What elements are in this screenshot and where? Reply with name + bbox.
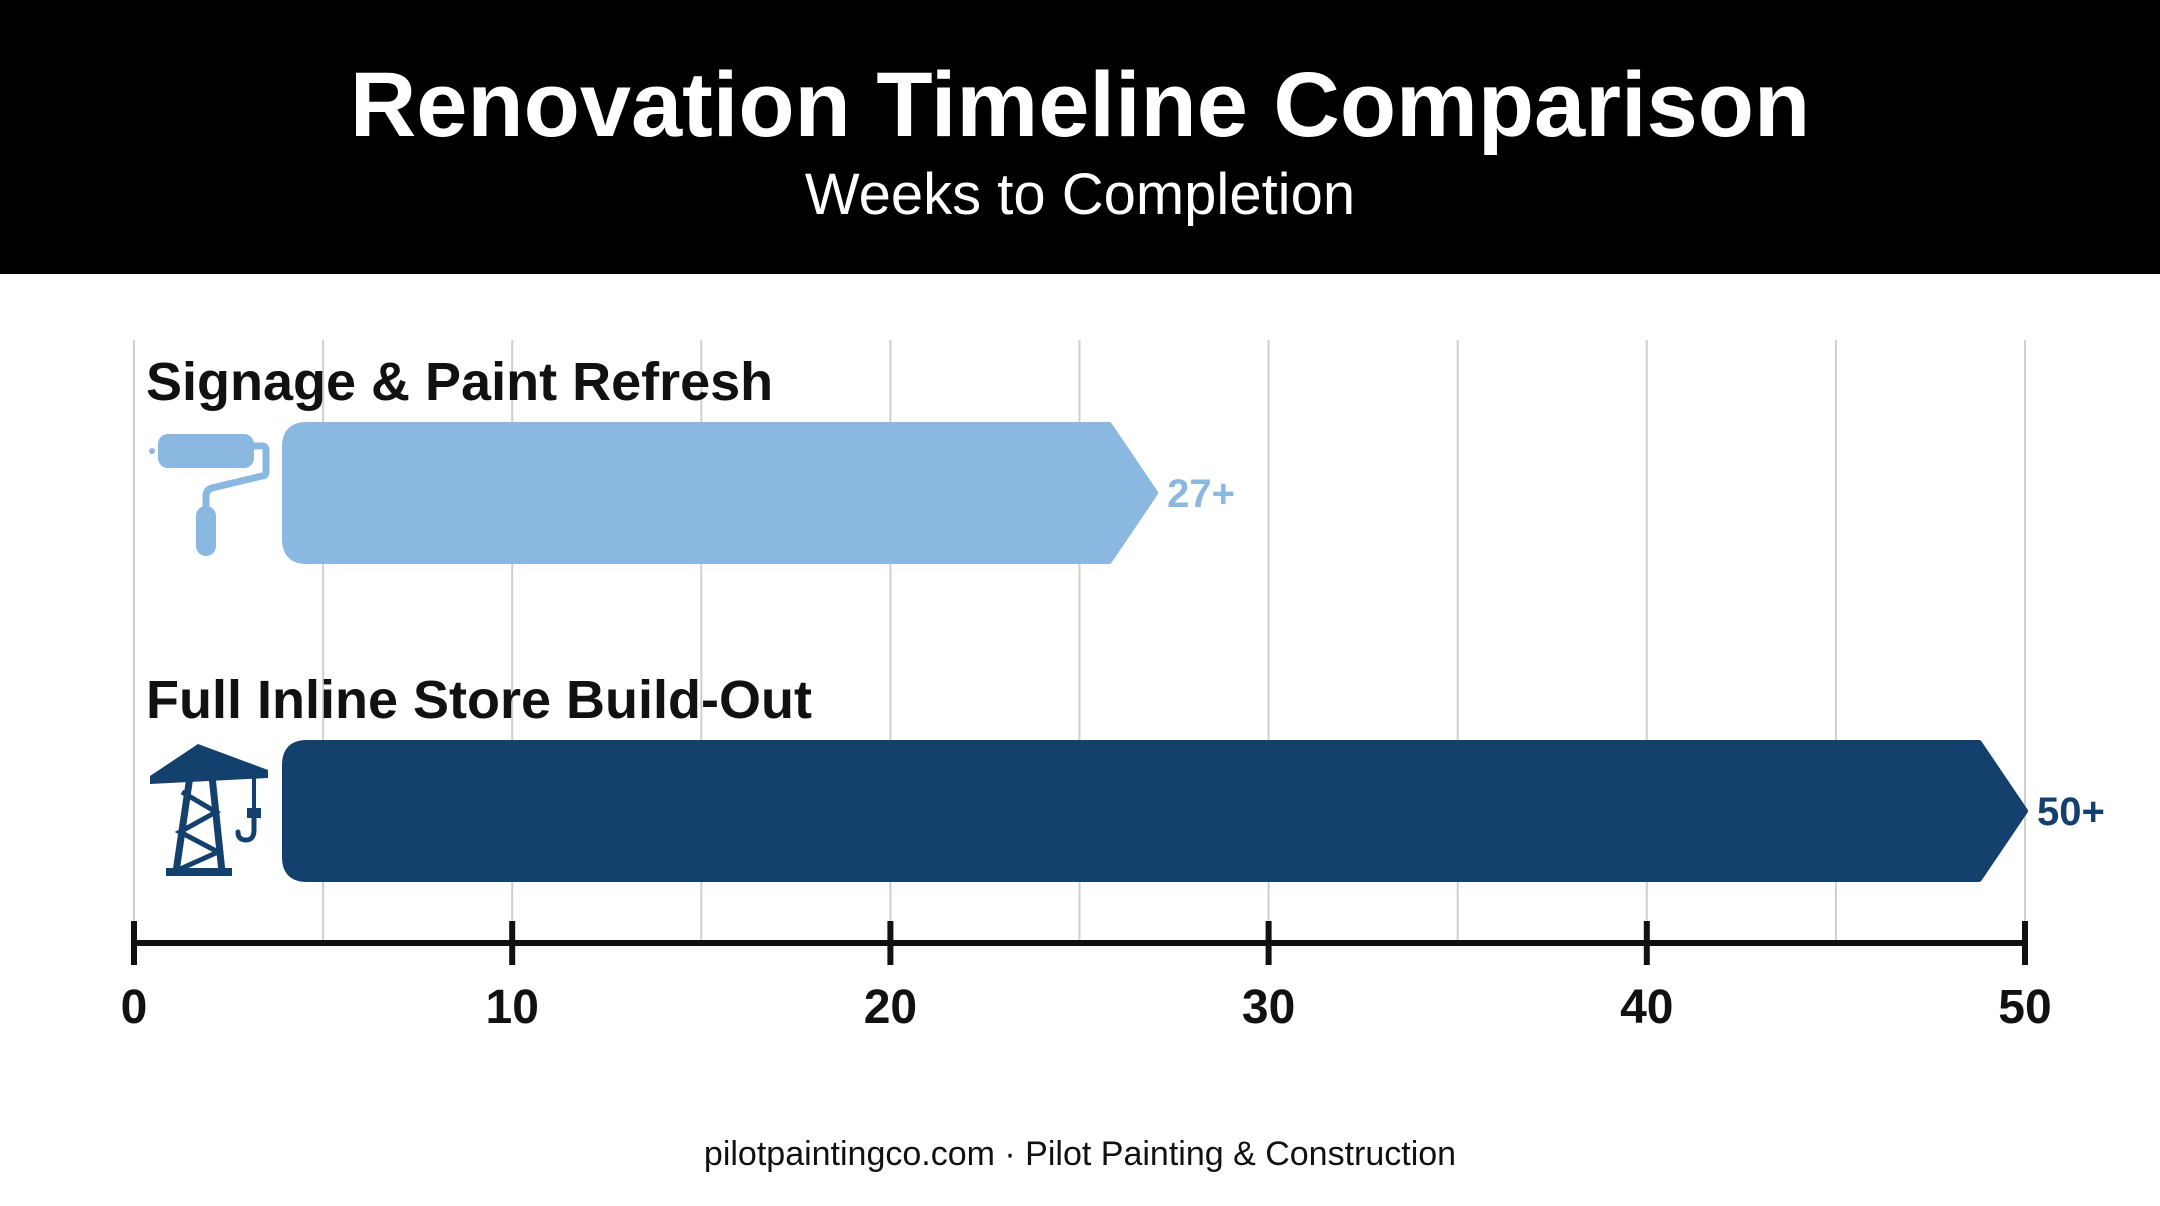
- x-axis: 0 10 20 30 40 50: [121, 921, 2052, 1034]
- x-tick-label: 30: [1242, 981, 1295, 1034]
- crane-icon: [150, 744, 268, 876]
- x-tick-label: 10: [486, 981, 539, 1034]
- value-label: 27+: [1167, 472, 1235, 516]
- footer-credit: pilotpaintingco.com · Pilot Painting & C…: [703, 1135, 1457, 1173]
- x-tick-label: 50: [1998, 981, 2051, 1034]
- x-tick-label: 0: [121, 981, 148, 1034]
- paint-roller-icon: [149, 434, 270, 556]
- bar: [282, 422, 1159, 564]
- bars: Signage & Paint Refresh 27+ Full Inline St…: [146, 352, 2105, 882]
- category-label: Full Inline Store Build-Out: [146, 670, 812, 730]
- x-tick-label: 40: [1620, 981, 1673, 1034]
- x-tick-label: 20: [864, 981, 917, 1034]
- value-label: 50+: [2037, 790, 2105, 834]
- category-label: Signage & Paint Refresh: [146, 352, 773, 412]
- chart-title: Renovation Timeline Comparison: [349, 54, 1811, 156]
- bar: [282, 740, 2028, 882]
- chart-header: Renovation Timeline Comparison Weeks to …: [0, 0, 2160, 274]
- chart-subtitle: Weeks to Completion: [804, 162, 1356, 227]
